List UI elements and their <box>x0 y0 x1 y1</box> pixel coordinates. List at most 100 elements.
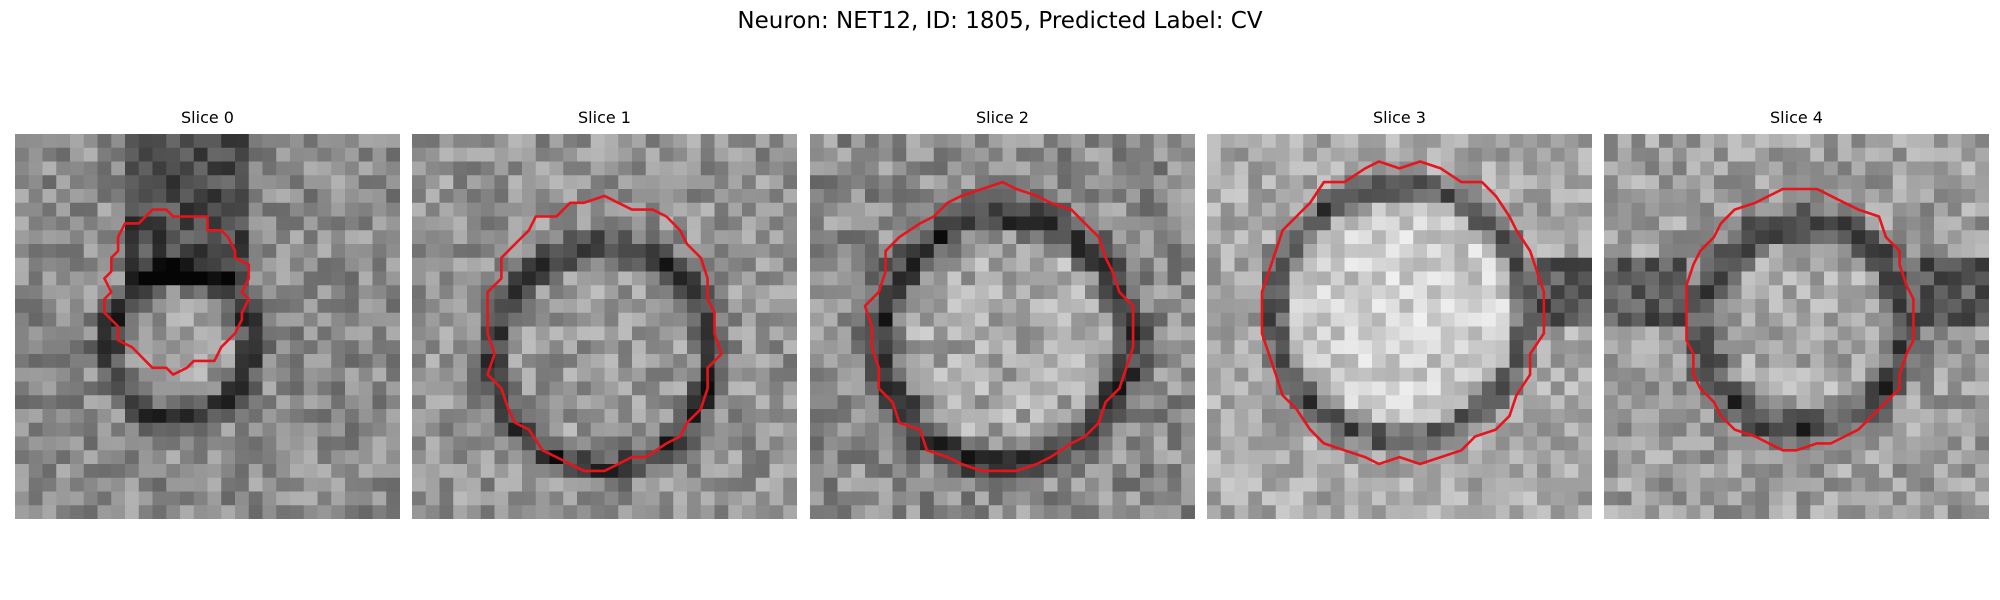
image-pixel <box>1509 175 1524 190</box>
image-pixel <box>372 409 387 424</box>
image-pixel <box>590 436 605 451</box>
image-pixel <box>1947 450 1962 465</box>
image-pixel <box>1126 450 1141 465</box>
image-pixel <box>892 216 907 231</box>
image-pixel <box>290 271 305 286</box>
image-pixel <box>317 367 332 382</box>
image-pixel <box>425 477 440 492</box>
image-pixel <box>1537 202 1552 217</box>
image-pixel <box>386 299 400 314</box>
image-pixel <box>15 244 30 259</box>
image-pixel <box>1385 436 1400 451</box>
image-pixel <box>1181 175 1195 190</box>
image-pixel <box>1399 244 1414 259</box>
image-pixel <box>892 491 907 506</box>
image-pixel <box>1509 464 1524 479</box>
image-pixel <box>1358 312 1373 327</box>
image-pixel <box>878 230 893 245</box>
image-pixel <box>1906 477 1921 492</box>
image-pixel <box>1617 257 1632 272</box>
image-pixel <box>1330 189 1345 204</box>
image-pixel <box>837 244 852 259</box>
image-pixel <box>331 464 346 479</box>
image-pixel <box>317 422 332 437</box>
image-pixel <box>878 491 893 506</box>
image-pixel <box>111 381 126 396</box>
image-pixel <box>1604 409 1619 424</box>
image-pixel <box>1879 161 1894 176</box>
image-pixel <box>70 312 85 327</box>
image-pixel <box>412 450 427 465</box>
image-pixel <box>1248 147 1263 162</box>
image-pixel <box>920 422 935 437</box>
image-pixel <box>1578 134 1592 149</box>
image-pixel <box>769 312 784 327</box>
image-pixel <box>1920 340 1935 355</box>
image-pixel <box>1385 312 1400 327</box>
image-pixel <box>1509 312 1524 327</box>
image-pixel <box>1631 395 1646 410</box>
image-pixel <box>1303 134 1318 149</box>
image-pixel <box>1399 271 1414 286</box>
image-pixel <box>1275 299 1290 314</box>
image-pixel <box>1399 134 1414 149</box>
image-pixel <box>1755 147 1770 162</box>
image-pixel <box>1126 161 1141 176</box>
image-pixel <box>1344 134 1359 149</box>
image-pixel <box>97 381 112 396</box>
image-pixel <box>1385 354 1400 369</box>
image-pixel <box>755 326 770 341</box>
image-pixel <box>1468 312 1483 327</box>
image-pixel <box>207 285 222 300</box>
image-pixel <box>1289 436 1304 451</box>
image-pixel <box>1427 326 1442 341</box>
image-pixel <box>1741 285 1756 300</box>
image-pixel <box>1782 230 1797 245</box>
image-pixel <box>425 395 440 410</box>
image-pixel <box>1810 299 1825 314</box>
image-pixel <box>15 202 30 217</box>
image-pixel <box>1947 147 1962 162</box>
image-pixel <box>1659 147 1674 162</box>
image-pixel <box>290 216 305 231</box>
image-pixel <box>714 312 729 327</box>
image-pixel <box>728 422 743 437</box>
image-pixel <box>522 436 537 451</box>
image-pixel <box>1782 505 1797 519</box>
image-pixel <box>453 436 468 451</box>
image-pixel <box>166 189 181 204</box>
image-pixel <box>193 147 208 162</box>
image-pixel <box>1578 161 1592 176</box>
image-pixel <box>1741 354 1756 369</box>
image-pixel <box>1920 175 1935 190</box>
image-pixel <box>331 491 346 506</box>
image-pixel <box>1824 464 1839 479</box>
image-pixel <box>1317 326 1332 341</box>
image-pixel <box>1126 271 1141 286</box>
image-pixel <box>1700 367 1715 382</box>
image-pixel <box>563 354 578 369</box>
image-pixel <box>386 464 400 479</box>
image-pixel <box>1769 271 1784 286</box>
image-pixel <box>1043 299 1058 314</box>
image-pixel <box>975 134 990 149</box>
image-pixel <box>276 464 291 479</box>
image-pixel <box>1879 505 1894 519</box>
image-pixel <box>1700 436 1715 451</box>
image-pixel <box>480 422 495 437</box>
image-pixel <box>535 202 550 217</box>
image-pixel <box>823 422 838 437</box>
image-pixel <box>508 161 523 176</box>
image-pixel <box>1140 147 1155 162</box>
image-pixel <box>166 326 181 341</box>
image-pixel <box>659 491 674 506</box>
image-pixel <box>1810 271 1825 286</box>
image-pixel <box>1181 202 1195 217</box>
image-pixel <box>1085 477 1100 492</box>
image-pixel <box>262 175 277 190</box>
image-pixel <box>152 175 167 190</box>
image-pixel <box>1906 340 1921 355</box>
image-pixel <box>42 340 57 355</box>
image-pixel <box>714 230 729 245</box>
image-pixel <box>769 381 784 396</box>
